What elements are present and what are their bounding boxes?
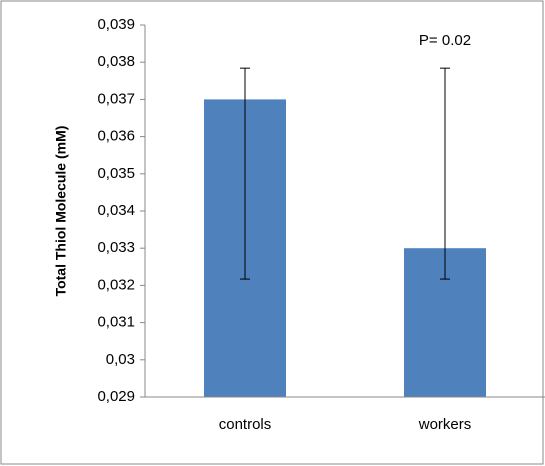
y-tick-label: 0,029 — [97, 388, 135, 405]
y-axis-label: Total Thiol Molecule (mM) — [53, 126, 69, 297]
x-tick-label: controls — [219, 416, 272, 433]
y-tick-label: 0,03 — [106, 351, 135, 368]
x-tick-label: workers — [418, 416, 472, 433]
y-tick-label: 0,037 — [97, 90, 135, 107]
y-tick-label: 0,038 — [97, 53, 135, 70]
y-tick-label: 0,031 — [97, 314, 135, 331]
annotation: P= 0.02 — [419, 32, 471, 49]
y-tick-label: 0,035 — [97, 165, 135, 182]
y-tick-label: 0,036 — [97, 128, 135, 145]
y-tick-label: 0,034 — [97, 202, 135, 219]
y-tick-label: 0,033 — [97, 239, 135, 256]
y-tick-label: 0,039 — [97, 16, 135, 33]
y-tick-label: 0,032 — [97, 276, 135, 293]
